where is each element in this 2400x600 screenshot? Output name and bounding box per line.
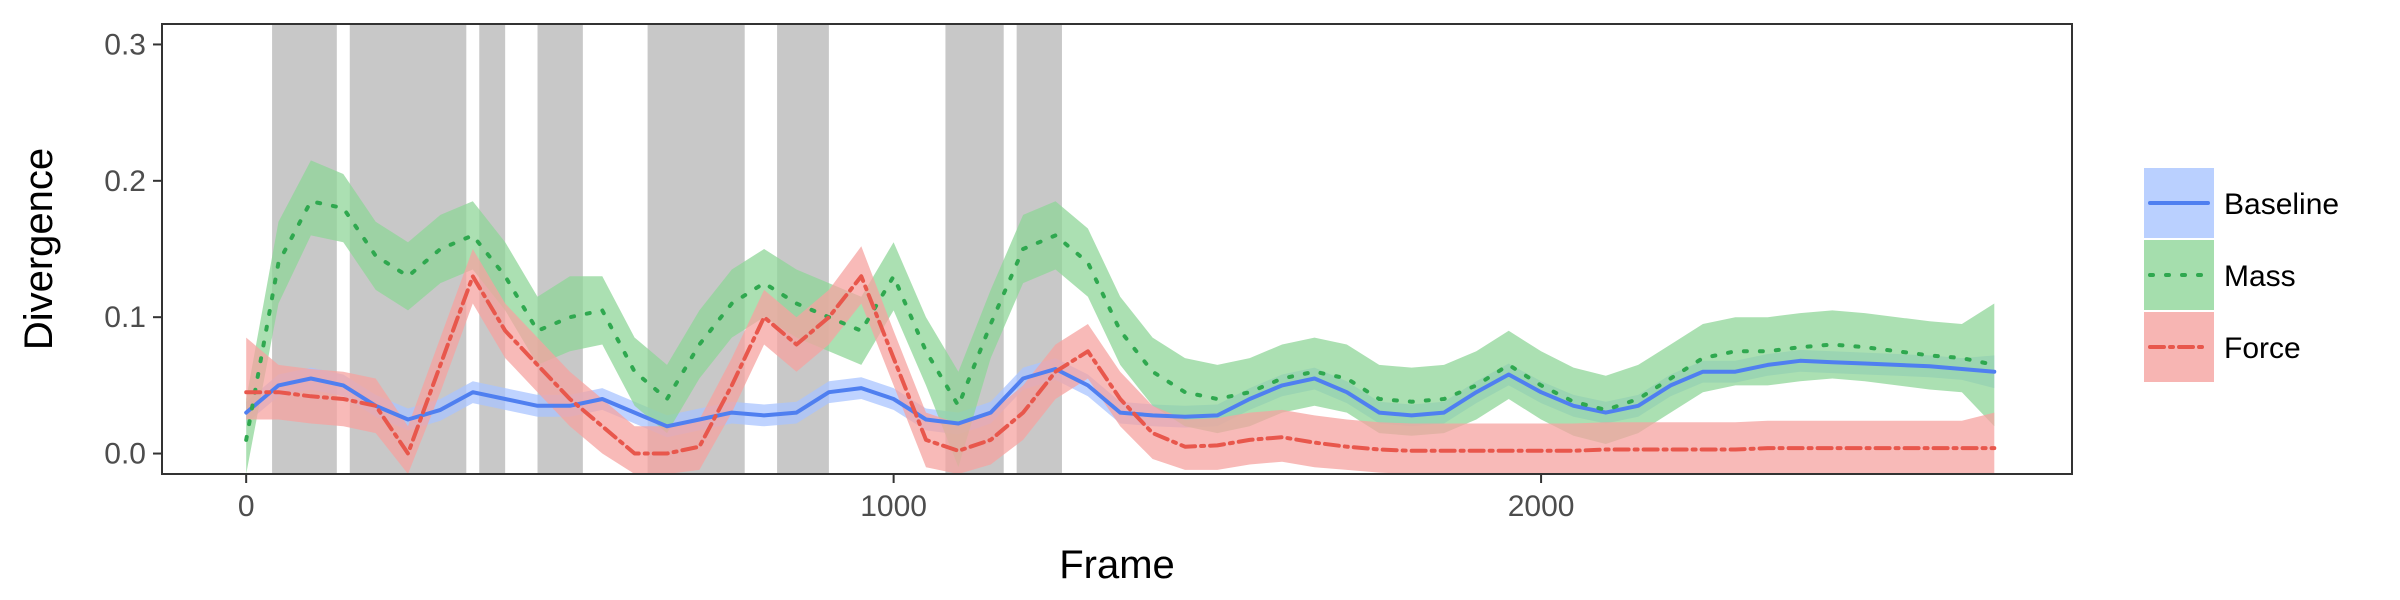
legend-label: Force — [2224, 332, 2301, 365]
baseline-line — [244, 358, 1997, 429]
y-axis-title: Divergence — [17, 148, 61, 350]
force-band — [246, 246, 1995, 474]
x-axis: 0 1000 2000 — [238, 474, 1575, 523]
y-tick-label: 0.1 — [104, 301, 146, 334]
series-lines — [244, 199, 1997, 456]
y-tick-label: 0.2 — [104, 165, 146, 198]
y-tick-label: 0.3 — [104, 28, 146, 61]
x-axis-title: Frame — [1059, 543, 1175, 587]
y-tick-label: 0.0 — [104, 438, 146, 471]
legend-label: Mass — [2224, 260, 2296, 293]
force-line — [244, 274, 1997, 456]
baseline-band — [246, 349, 1995, 438]
confidence-bands — [246, 160, 1995, 474]
x-tick-label: 2000 — [1508, 490, 1575, 523]
x-tick-label: 0 — [238, 490, 255, 523]
x-tick-label: 1000 — [860, 490, 927, 523]
legend-item-force: Force — [2144, 312, 2301, 382]
legend-item-baseline: Baseline — [2144, 168, 2339, 238]
y-axis: 0.0 0.1 0.2 0.3 — [104, 28, 162, 471]
legend-item-mass: Mass — [2144, 240, 2296, 310]
legend: Baseline Mass Force — [2144, 168, 2339, 382]
plot-panel-border — [161, 23, 2073, 475]
mass-band — [246, 160, 1995, 474]
legend-label: Baseline — [2224, 188, 2339, 221]
